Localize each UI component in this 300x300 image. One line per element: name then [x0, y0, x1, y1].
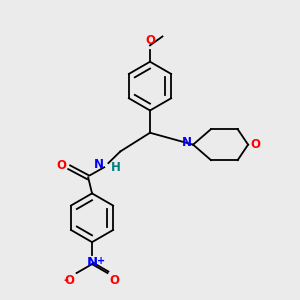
Text: O: O — [56, 159, 66, 172]
Text: O: O — [250, 138, 260, 151]
Text: O: O — [65, 274, 75, 287]
Text: N: N — [86, 256, 98, 269]
Text: H: H — [111, 161, 121, 174]
Text: N: N — [94, 158, 103, 171]
Text: O: O — [145, 34, 155, 47]
Text: +: + — [98, 256, 106, 266]
Text: O: O — [109, 274, 119, 287]
Text: N: N — [182, 136, 192, 149]
Text: -: - — [64, 274, 69, 287]
